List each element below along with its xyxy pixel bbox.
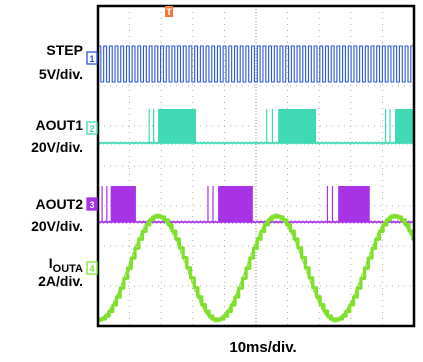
trigger-marker: T [165, 6, 173, 17]
channel-2-burst [395, 109, 414, 143]
channel-4-marker: 4 [86, 261, 98, 275]
channel-1-marker: 1 [86, 51, 98, 65]
channel-3-name: AOUT2 [36, 196, 84, 212]
channel-3-marker: 3 [86, 197, 98, 211]
channel-4-trace-ripple [97, 213, 415, 323]
channel-1-trace [97, 45, 415, 83]
channel-2-marker: 2 [86, 121, 98, 135]
channel-1-name: STEP [46, 42, 83, 58]
channel-3-burst [218, 186, 253, 222]
channel-3-marker-label: 3 [89, 200, 94, 210]
channel-2-name: AOUT1 [36, 117, 84, 133]
channel-2-marker-label: 2 [89, 124, 94, 134]
channel-3-scale: 20V/div. [31, 218, 83, 234]
channel-4-scale: 2A/div. [38, 273, 83, 289]
channel-4-marker-label: 4 [89, 264, 94, 274]
channel-2-burst [158, 109, 196, 143]
channel-4-trace [98, 214, 415, 322]
traces [97, 45, 415, 323]
channel-1-marker-label: 1 [89, 54, 94, 64]
channel-4-name-subscript: OUTA [53, 263, 83, 275]
channel-1-scale: 5V/div. [39, 66, 83, 82]
plot-frame [96, 4, 416, 328]
channel-4-name-main: I [49, 255, 53, 271]
channel-2-trace-ripple [97, 141, 414, 145]
trigger-marker-label: T [166, 7, 172, 17]
x-axis-label: 10ms/div. [229, 339, 296, 356]
channel-4-name: IOUTA [49, 255, 83, 275]
channel-3-burst [110, 186, 136, 222]
channel-3-burst [338, 186, 370, 222]
channel-2-burst [278, 109, 317, 143]
channel-2-scale: 20V/div. [31, 139, 83, 155]
grid [98, 6, 414, 326]
